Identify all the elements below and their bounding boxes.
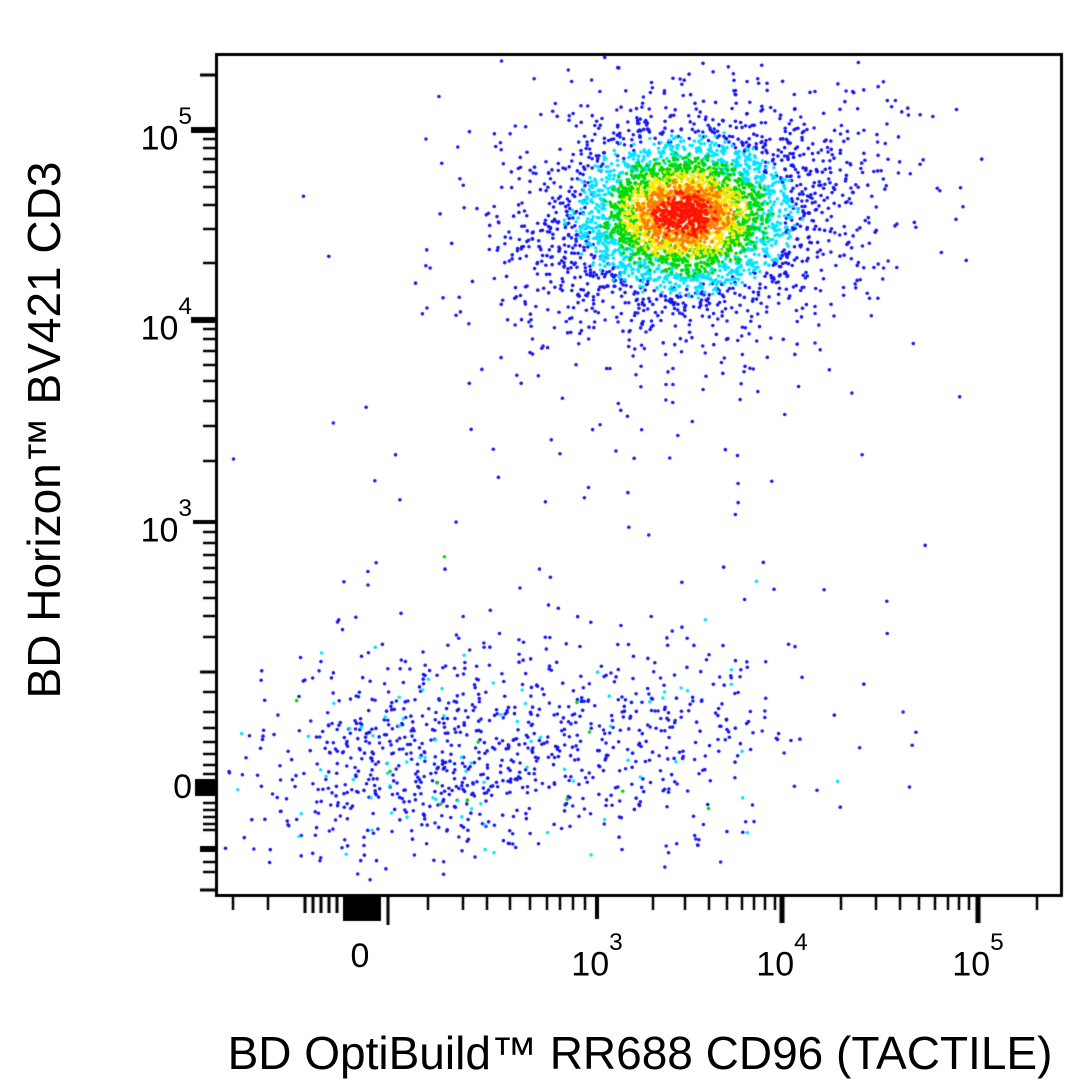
y-tick-label-1e3: 103 <box>82 494 192 550</box>
y-tick-base: 10 <box>140 309 179 348</box>
x-tick-exponent: 5 <box>990 928 1004 956</box>
x-tick-base: 10 <box>952 945 991 984</box>
x-tick-base: 10 <box>571 945 610 984</box>
y-tick-label-0: 0 <box>82 763 192 811</box>
y-tick-exponent: 5 <box>178 102 192 130</box>
y-axis-title: BD Horizon™ BV421 CD3 <box>18 161 70 699</box>
y-tick-exponent: 3 <box>178 494 192 522</box>
y-tick-label-1e5: 105 <box>82 102 192 158</box>
y-tick-exponent: 4 <box>178 292 192 320</box>
y-tick-base: 10 <box>140 119 179 158</box>
x-axis-title: BD OptiBuild™ RR688 CD96 (TACTILE) <box>227 1027 1053 1079</box>
y-tick-label-1e4: 104 <box>82 292 192 348</box>
x-tick-base: 0 <box>350 937 370 975</box>
x-tick-exponent: 4 <box>794 928 808 956</box>
x-tick-label-1e4: 104 <box>712 928 852 984</box>
y-tick-base: 10 <box>140 511 179 550</box>
x-tick-base: 10 <box>756 945 795 984</box>
x-tick-exponent: 3 <box>609 928 623 956</box>
y-tick-base: 0 <box>173 768 192 806</box>
x-tick-label-1e3: 103 <box>527 928 667 984</box>
x-tick-label-0: 0 <box>290 932 430 980</box>
x-tick-label-1e5: 105 <box>908 928 1048 984</box>
